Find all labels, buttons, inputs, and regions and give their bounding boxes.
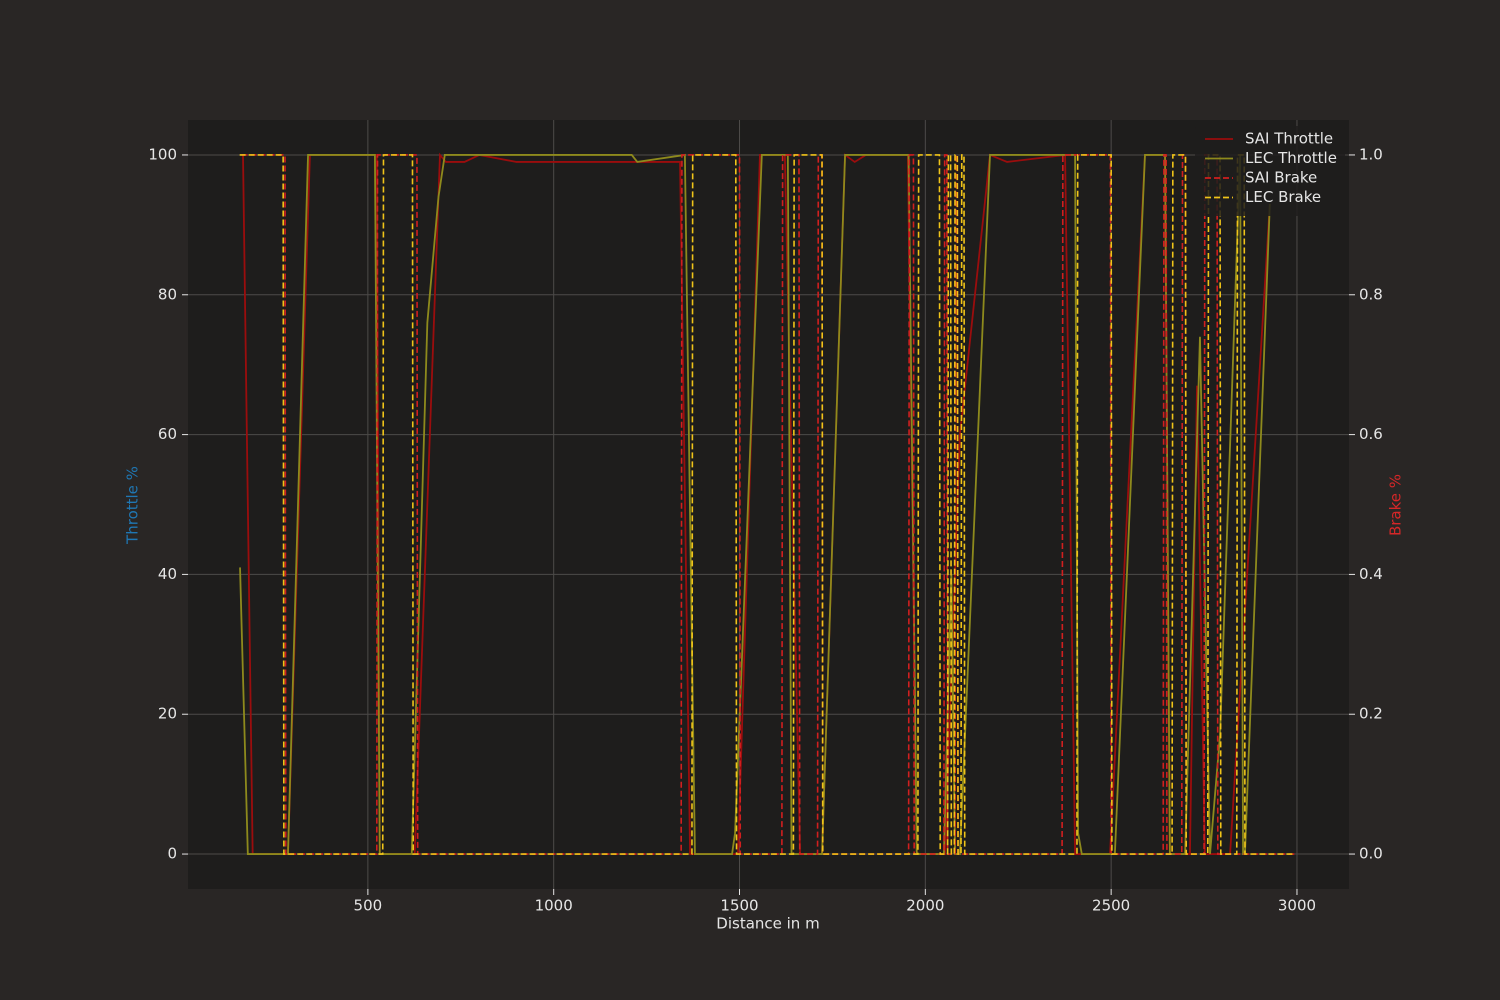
y-tick-label: 20	[158, 705, 177, 723]
y-tick-label: 80	[158, 285, 177, 303]
y-tick-label: 40	[158, 565, 177, 583]
y-tick-label: 100	[148, 145, 177, 163]
legend-box	[1195, 126, 1345, 216]
legend-label: SAI Throttle	[1245, 130, 1333, 148]
y2-tick-label: 0.2	[1359, 705, 1383, 723]
x-tick-label: 2500	[1092, 897, 1130, 915]
x-tick-label: 2000	[906, 897, 944, 915]
x-tick-label: 3000	[1278, 897, 1316, 915]
x-tick-label: 500	[354, 897, 383, 915]
legend-label: LEC Brake	[1245, 188, 1321, 206]
y2-tick-label: 0.0	[1359, 845, 1383, 863]
y2-tick-label: 0.6	[1359, 425, 1383, 443]
y2-tick-label: 0.8	[1359, 285, 1383, 303]
plot-area	[188, 120, 1349, 889]
legend-label: LEC Throttle	[1245, 149, 1337, 167]
y2-tick-label: 0.4	[1359, 565, 1383, 583]
legend-label: SAI Brake	[1245, 169, 1317, 187]
data-line	[241, 154, 1296, 855]
lines	[239, 152, 1296, 855]
y-axis-label: Throttle %	[124, 466, 142, 545]
x-tick-label: 1000	[535, 897, 573, 915]
x-tick-label: 1500	[720, 897, 758, 915]
axes: 500 1000 1500 2000 2500 3000 0 20 40 60 80 100 0.0 0.…	[148, 145, 1383, 914]
x-axis-label: Distance in m	[716, 915, 819, 933]
y-tick-label: 60	[158, 425, 177, 443]
y2-tick-label: 1.0	[1359, 145, 1383, 163]
y-tick-label: 0	[167, 845, 177, 863]
y2-axis-label: Brake %	[1387, 474, 1405, 536]
